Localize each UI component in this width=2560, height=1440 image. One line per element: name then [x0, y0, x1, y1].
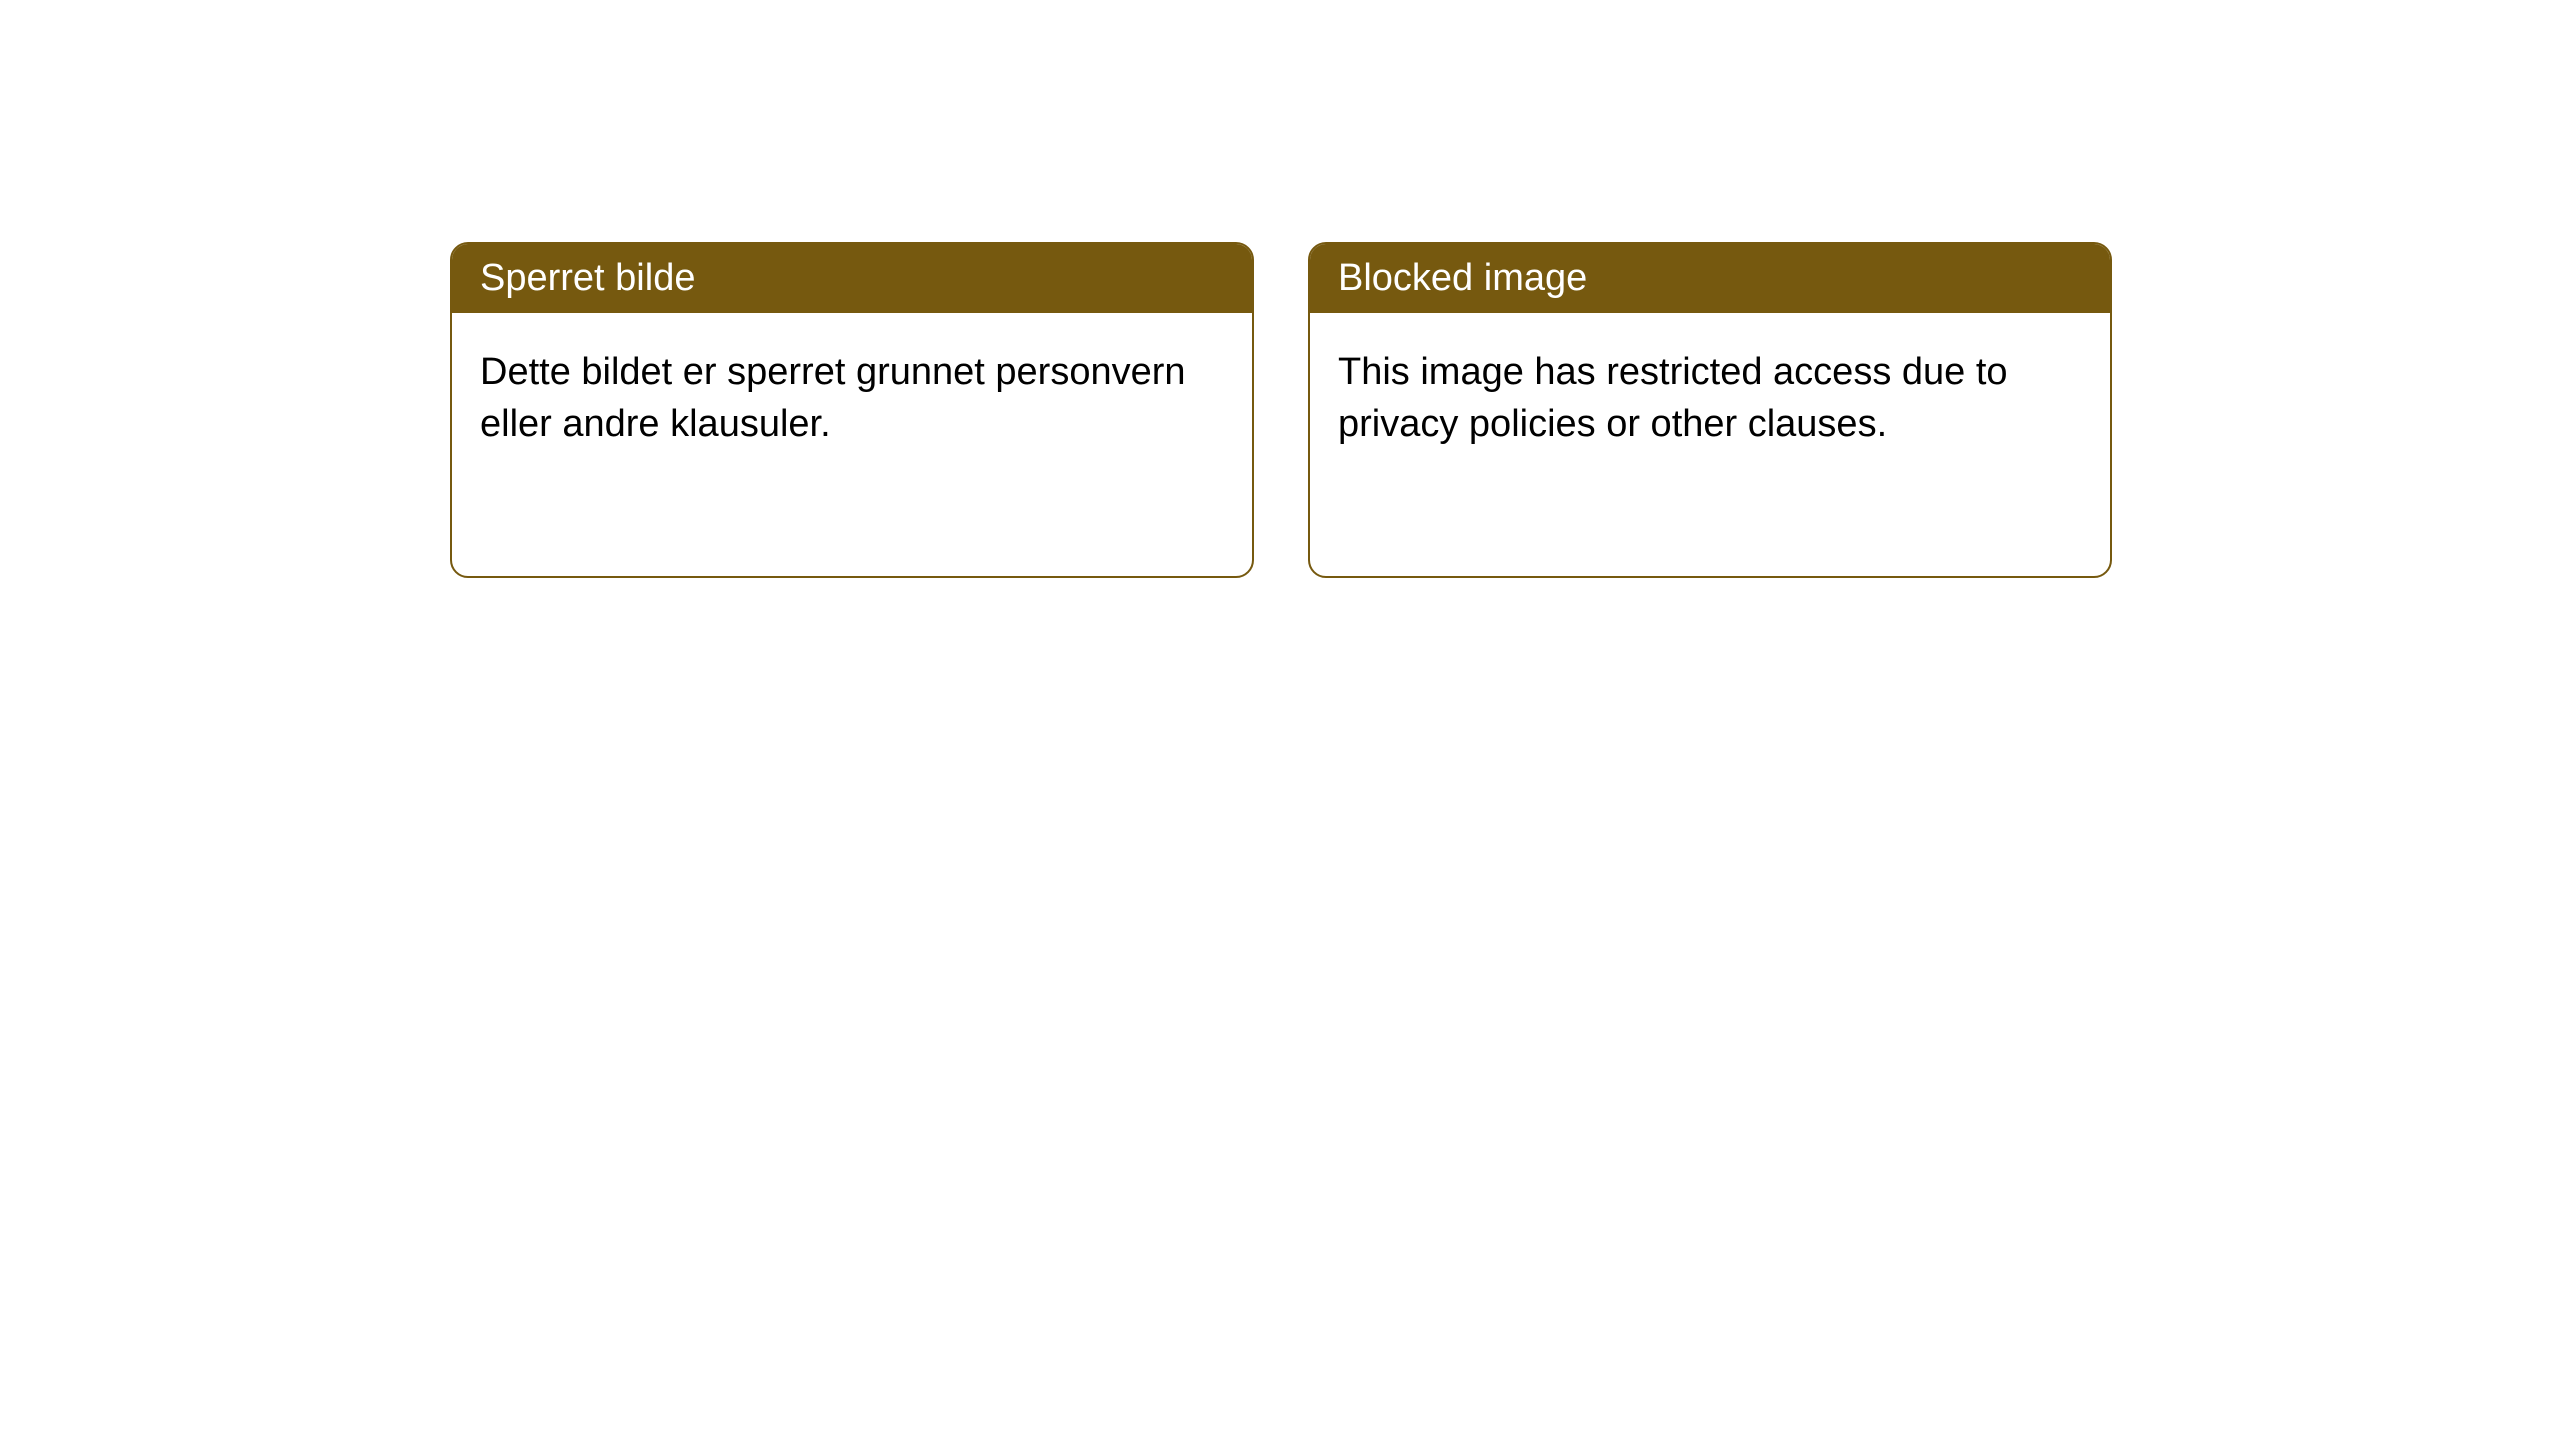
- notice-body: This image has restricted access due to …: [1310, 313, 2110, 484]
- notice-header: Blocked image: [1310, 244, 2110, 313]
- notice-container: Sperret bilde Dette bildet er sperret gr…: [0, 0, 2560, 578]
- notice-body: Dette bildet er sperret grunnet personve…: [452, 313, 1252, 484]
- notice-header: Sperret bilde: [452, 244, 1252, 313]
- notice-card-norwegian: Sperret bilde Dette bildet er sperret gr…: [450, 242, 1254, 578]
- notice-card-english: Blocked image This image has restricted …: [1308, 242, 2112, 578]
